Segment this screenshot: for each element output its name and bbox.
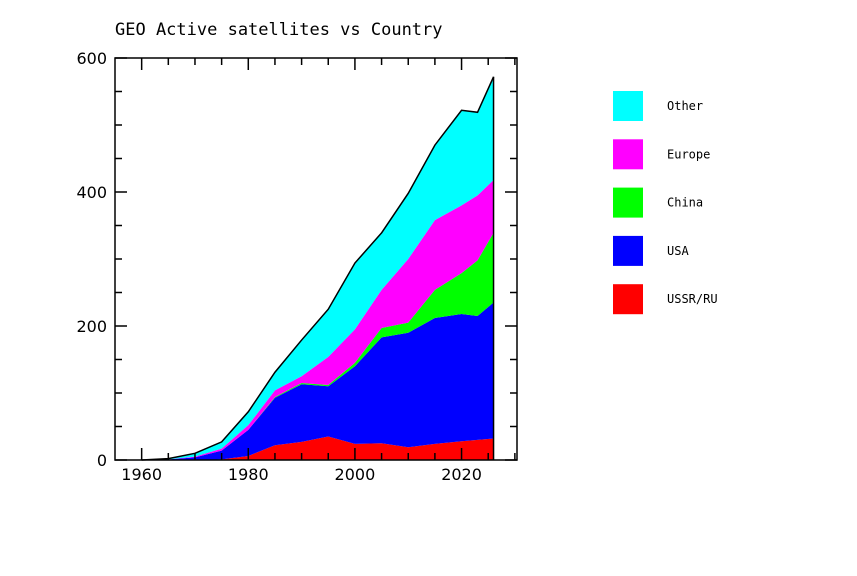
legend-swatch [613, 139, 643, 170]
area-europe [141, 179, 494, 460]
y-tick-label: 200 [76, 317, 107, 336]
y-tick-label: 0 [97, 451, 107, 470]
legend-label: China [667, 196, 703, 210]
legend-swatch [613, 235, 643, 266]
y-tick-label: 600 [76, 49, 107, 68]
axes: 1960 1980 2000 2020 0 200 400 600 [76, 49, 518, 484]
legend-label: USSR/RU [667, 292, 718, 306]
x-tick-label: 2000 [335, 465, 376, 484]
legend-swatch [613, 91, 643, 121]
x-tick-label: 1960 [121, 465, 162, 484]
legend-label: Europe [667, 147, 710, 161]
legend-label: Other [667, 99, 703, 113]
total-line [141, 76, 495, 461]
y-tick-label: 400 [76, 183, 107, 202]
x-tick-label: 1980 [228, 465, 269, 484]
area-layers [141, 76, 495, 461]
area-usa [141, 302, 494, 460]
x-tick-label: 2020 [441, 465, 482, 484]
area-ussr-ru [141, 436, 494, 460]
legend-swatch [613, 187, 643, 218]
legend: Other Europe China USA USSR/RU [613, 91, 718, 315]
chart-title: GEO Active satellites vs Country [115, 20, 443, 40]
legend-swatch [613, 284, 643, 315]
legend-label: USA [667, 244, 689, 258]
